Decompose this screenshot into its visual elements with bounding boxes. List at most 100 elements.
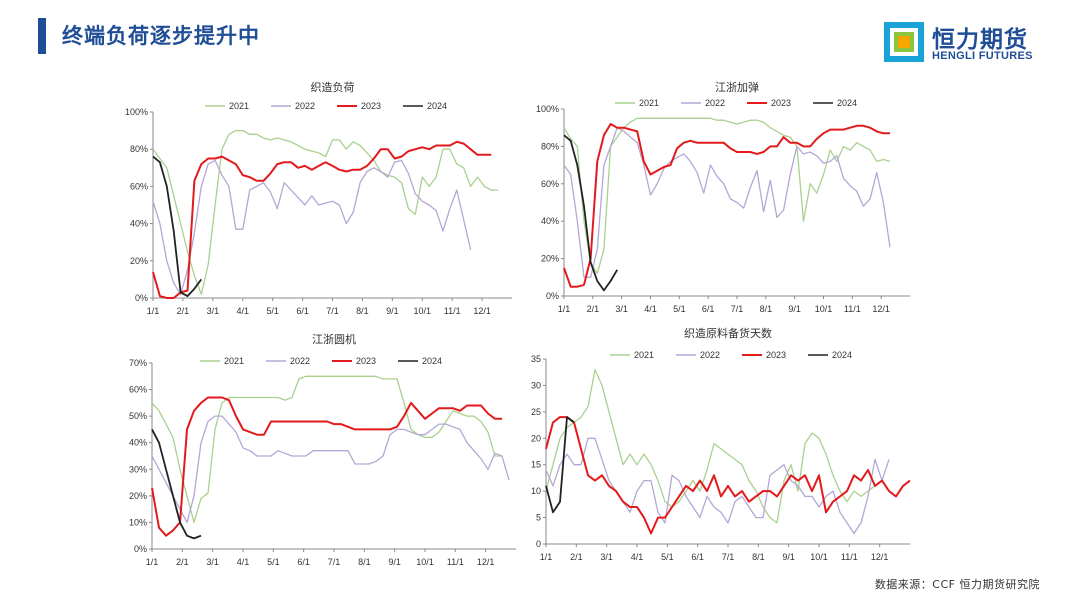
series-line-2021	[545, 368, 883, 524]
y-tick-label: 60%	[129, 385, 147, 395]
y-tick-label: 25	[531, 407, 541, 417]
x-tick-label: 3/1	[207, 306, 220, 316]
x-tick-label: 4/1	[644, 304, 657, 314]
y-tick-label: 100%	[125, 107, 148, 117]
chart-title: 织造原料备货天数	[684, 326, 772, 340]
series-line-2022	[152, 159, 472, 295]
x-tick-label: 7/1	[326, 306, 339, 316]
legend-label-2022: 2022	[295, 101, 315, 111]
legend-label-2022: 2022	[705, 98, 725, 108]
series-line-2024	[563, 134, 618, 292]
y-tick-label: 10%	[129, 517, 147, 527]
x-tick-label: 11/1	[447, 557, 464, 567]
x-tick-label: 1/1	[540, 552, 553, 562]
x-tick-label: 10/1	[416, 557, 434, 567]
series-line-2023	[545, 416, 911, 535]
y-tick-label: 40%	[541, 216, 559, 226]
x-tick-label: 4/1	[631, 552, 644, 562]
legend-label-2021: 2021	[229, 101, 249, 111]
x-tick-label: 6/1	[296, 306, 309, 316]
legend-label-2024: 2024	[837, 98, 857, 108]
y-tick-label: 20	[531, 433, 541, 443]
y-tick-label: 15	[531, 460, 541, 470]
y-tick-label: 0%	[546, 291, 559, 301]
x-tick-label: 12/1	[872, 304, 890, 314]
x-tick-label: 7/1	[731, 304, 744, 314]
y-tick-label: 20%	[129, 491, 147, 501]
chart-jiangzhe-texturing: 江浙加弹 0% 20% 40% 60% 80% 100% 1/1 2/1 3/1 4/1 5/1 6/1…	[536, 80, 910, 314]
x-tick-label: 11/1	[444, 306, 461, 316]
x-tick-label: 8/1	[358, 557, 371, 567]
series-line-2021	[152, 129, 499, 295]
series-line-2021	[563, 117, 891, 275]
x-tick-label: 2/1	[587, 304, 600, 314]
x-tick-label: 11/1	[841, 552, 858, 562]
x-tick-label: 1/1	[147, 306, 160, 316]
x-tick-label: 3/1	[600, 552, 613, 562]
series-line-2024	[152, 155, 203, 298]
y-tick-label: 30	[531, 380, 541, 390]
chart-title: 江浙加弹	[715, 80, 759, 94]
legend-label-2023: 2023	[766, 350, 786, 360]
x-tick-label: 8/1	[752, 552, 765, 562]
legend-label-2024: 2024	[427, 101, 447, 111]
x-tick-label: 9/1	[788, 304, 801, 314]
series-line-2022	[151, 415, 510, 524]
y-tick-label: 20%	[130, 256, 148, 266]
y-tick-label: 10	[531, 486, 541, 496]
x-tick-label: 4/1	[237, 557, 250, 567]
x-tick-label: 6/1	[702, 304, 715, 314]
x-tick-label: 9/1	[386, 306, 399, 316]
y-tick-label: 0%	[135, 293, 148, 303]
x-tick-label: 12/1	[477, 557, 495, 567]
x-tick-label: 5/1	[673, 304, 686, 314]
x-tick-label: 2/1	[570, 552, 583, 562]
x-tick-label: 10/1	[810, 552, 828, 562]
y-tick-label: 5	[536, 513, 541, 523]
y-tick-label: 35	[531, 354, 541, 364]
chart-title: 织造负荷	[311, 80, 355, 94]
x-tick-label: 12/1	[473, 306, 491, 316]
legend-label-2023: 2023	[361, 101, 381, 111]
x-tick-label: 5/1	[266, 306, 279, 316]
series-line-2022	[563, 127, 891, 278]
logo-chinese-name: 恒力期货	[932, 27, 1028, 53]
series-line-2024	[545, 416, 575, 514]
legend-label-2023: 2023	[771, 98, 791, 108]
chart-jiangzhe-circular-knitting: 江浙圆机 0% 10% 20% 30% 40% 50% 60% 70% 1/1 2/1 3/1 4/1 5…	[129, 332, 516, 567]
series-line-2021	[151, 375, 502, 524]
logo-mark-icon	[884, 22, 924, 62]
chart-weaving-load: 织造负荷 0% 20% 40% 60% 80% 100% 1/1 2/1 3/1 4/1 5/1 6/1…	[125, 80, 512, 316]
logo-english-name: HENGLI FUTURES	[932, 50, 1033, 62]
legend-label-2021: 2021	[639, 98, 659, 108]
legend-label-2022: 2022	[290, 356, 310, 366]
x-tick-label: 2/1	[176, 557, 189, 567]
x-tick-label: 6/1	[691, 552, 704, 562]
y-tick-label: 30%	[129, 464, 147, 474]
y-tick-label: 40%	[129, 438, 147, 448]
x-tick-label: 8/1	[760, 304, 773, 314]
y-tick-label: 50%	[129, 411, 147, 421]
legend-label-2024: 2024	[422, 356, 442, 366]
y-tick-label: 0	[536, 539, 541, 549]
x-tick-label: 4/1	[236, 306, 249, 316]
y-tick-label: 80%	[541, 141, 559, 151]
y-tick-label: 70%	[129, 358, 147, 368]
y-tick-label: 80%	[130, 144, 148, 154]
series-line-2024	[151, 428, 202, 540]
y-tick-label: 0%	[134, 544, 147, 554]
x-tick-label: 12/1	[871, 552, 889, 562]
y-tick-label: 40%	[130, 219, 148, 229]
x-tick-label: 11/1	[844, 304, 861, 314]
data-source-note: 数据来源：CCF 恒力期货研究院	[874, 578, 1040, 591]
legend-label-2023: 2023	[356, 356, 376, 366]
x-tick-label: 5/1	[661, 552, 674, 562]
legend-label-2021: 2021	[224, 356, 244, 366]
x-tick-label: 1/1	[146, 557, 159, 567]
chart-weaving-material-stock-days: 织造原料备货天数 0 5 10 15 20 25 30 35 1/1 2/1 3/1 4/1 5/1 6/1…	[531, 326, 911, 562]
x-tick-label: 3/1	[206, 557, 219, 567]
slide-title: 终端负荷逐步提升中	[62, 24, 260, 48]
x-tick-label: 1/1	[558, 304, 571, 314]
series-line-2023	[151, 396, 502, 537]
x-tick-label: 10/1	[815, 304, 833, 314]
